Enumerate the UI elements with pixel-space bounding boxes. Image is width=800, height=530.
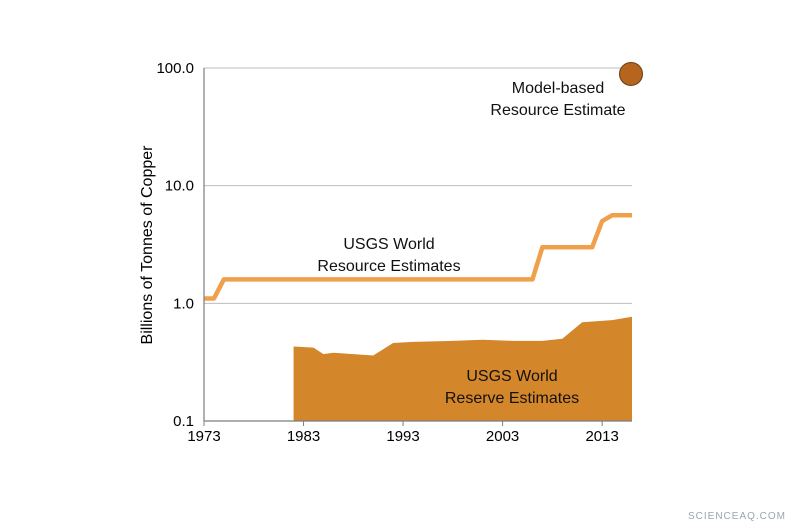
resource-line [204, 213, 632, 301]
x-tick-label: 2003 [486, 428, 519, 445]
y-tick-label: 100.0 [156, 60, 194, 77]
reserve-area [293, 316, 632, 421]
x-tick-label: 1993 [386, 428, 419, 445]
y-tick-label: 1.0 [173, 295, 194, 312]
x-tick-label: 2013 [585, 428, 618, 445]
x-tick-label: 1983 [287, 428, 320, 445]
model-estimate-point [619, 61, 643, 86]
model-series-label: Model-based Resource Estimate [490, 80, 625, 119]
resource-series-label: USGS World Resource Estimates [317, 236, 460, 275]
reserve-series-label: USGS World Reserve Estimates [445, 368, 579, 407]
gridlines [204, 67, 632, 304]
y-tick-label: 0.1 [173, 413, 194, 430]
axes [203, 68, 632, 426]
watermark: SCIENCEAQ.COM [687, 511, 786, 522]
series-layer [204, 61, 643, 421]
x-tick-label: 1973 [187, 428, 220, 445]
labels-layer: 0.1 1.0 10.0 100.0 1973 1983 1993 2003 2013 USGS … [156, 60, 625, 445]
y-tick-label: 10.0 [165, 178, 194, 195]
y-axis-label: Billions of Tonnes of Copper [139, 145, 156, 345]
